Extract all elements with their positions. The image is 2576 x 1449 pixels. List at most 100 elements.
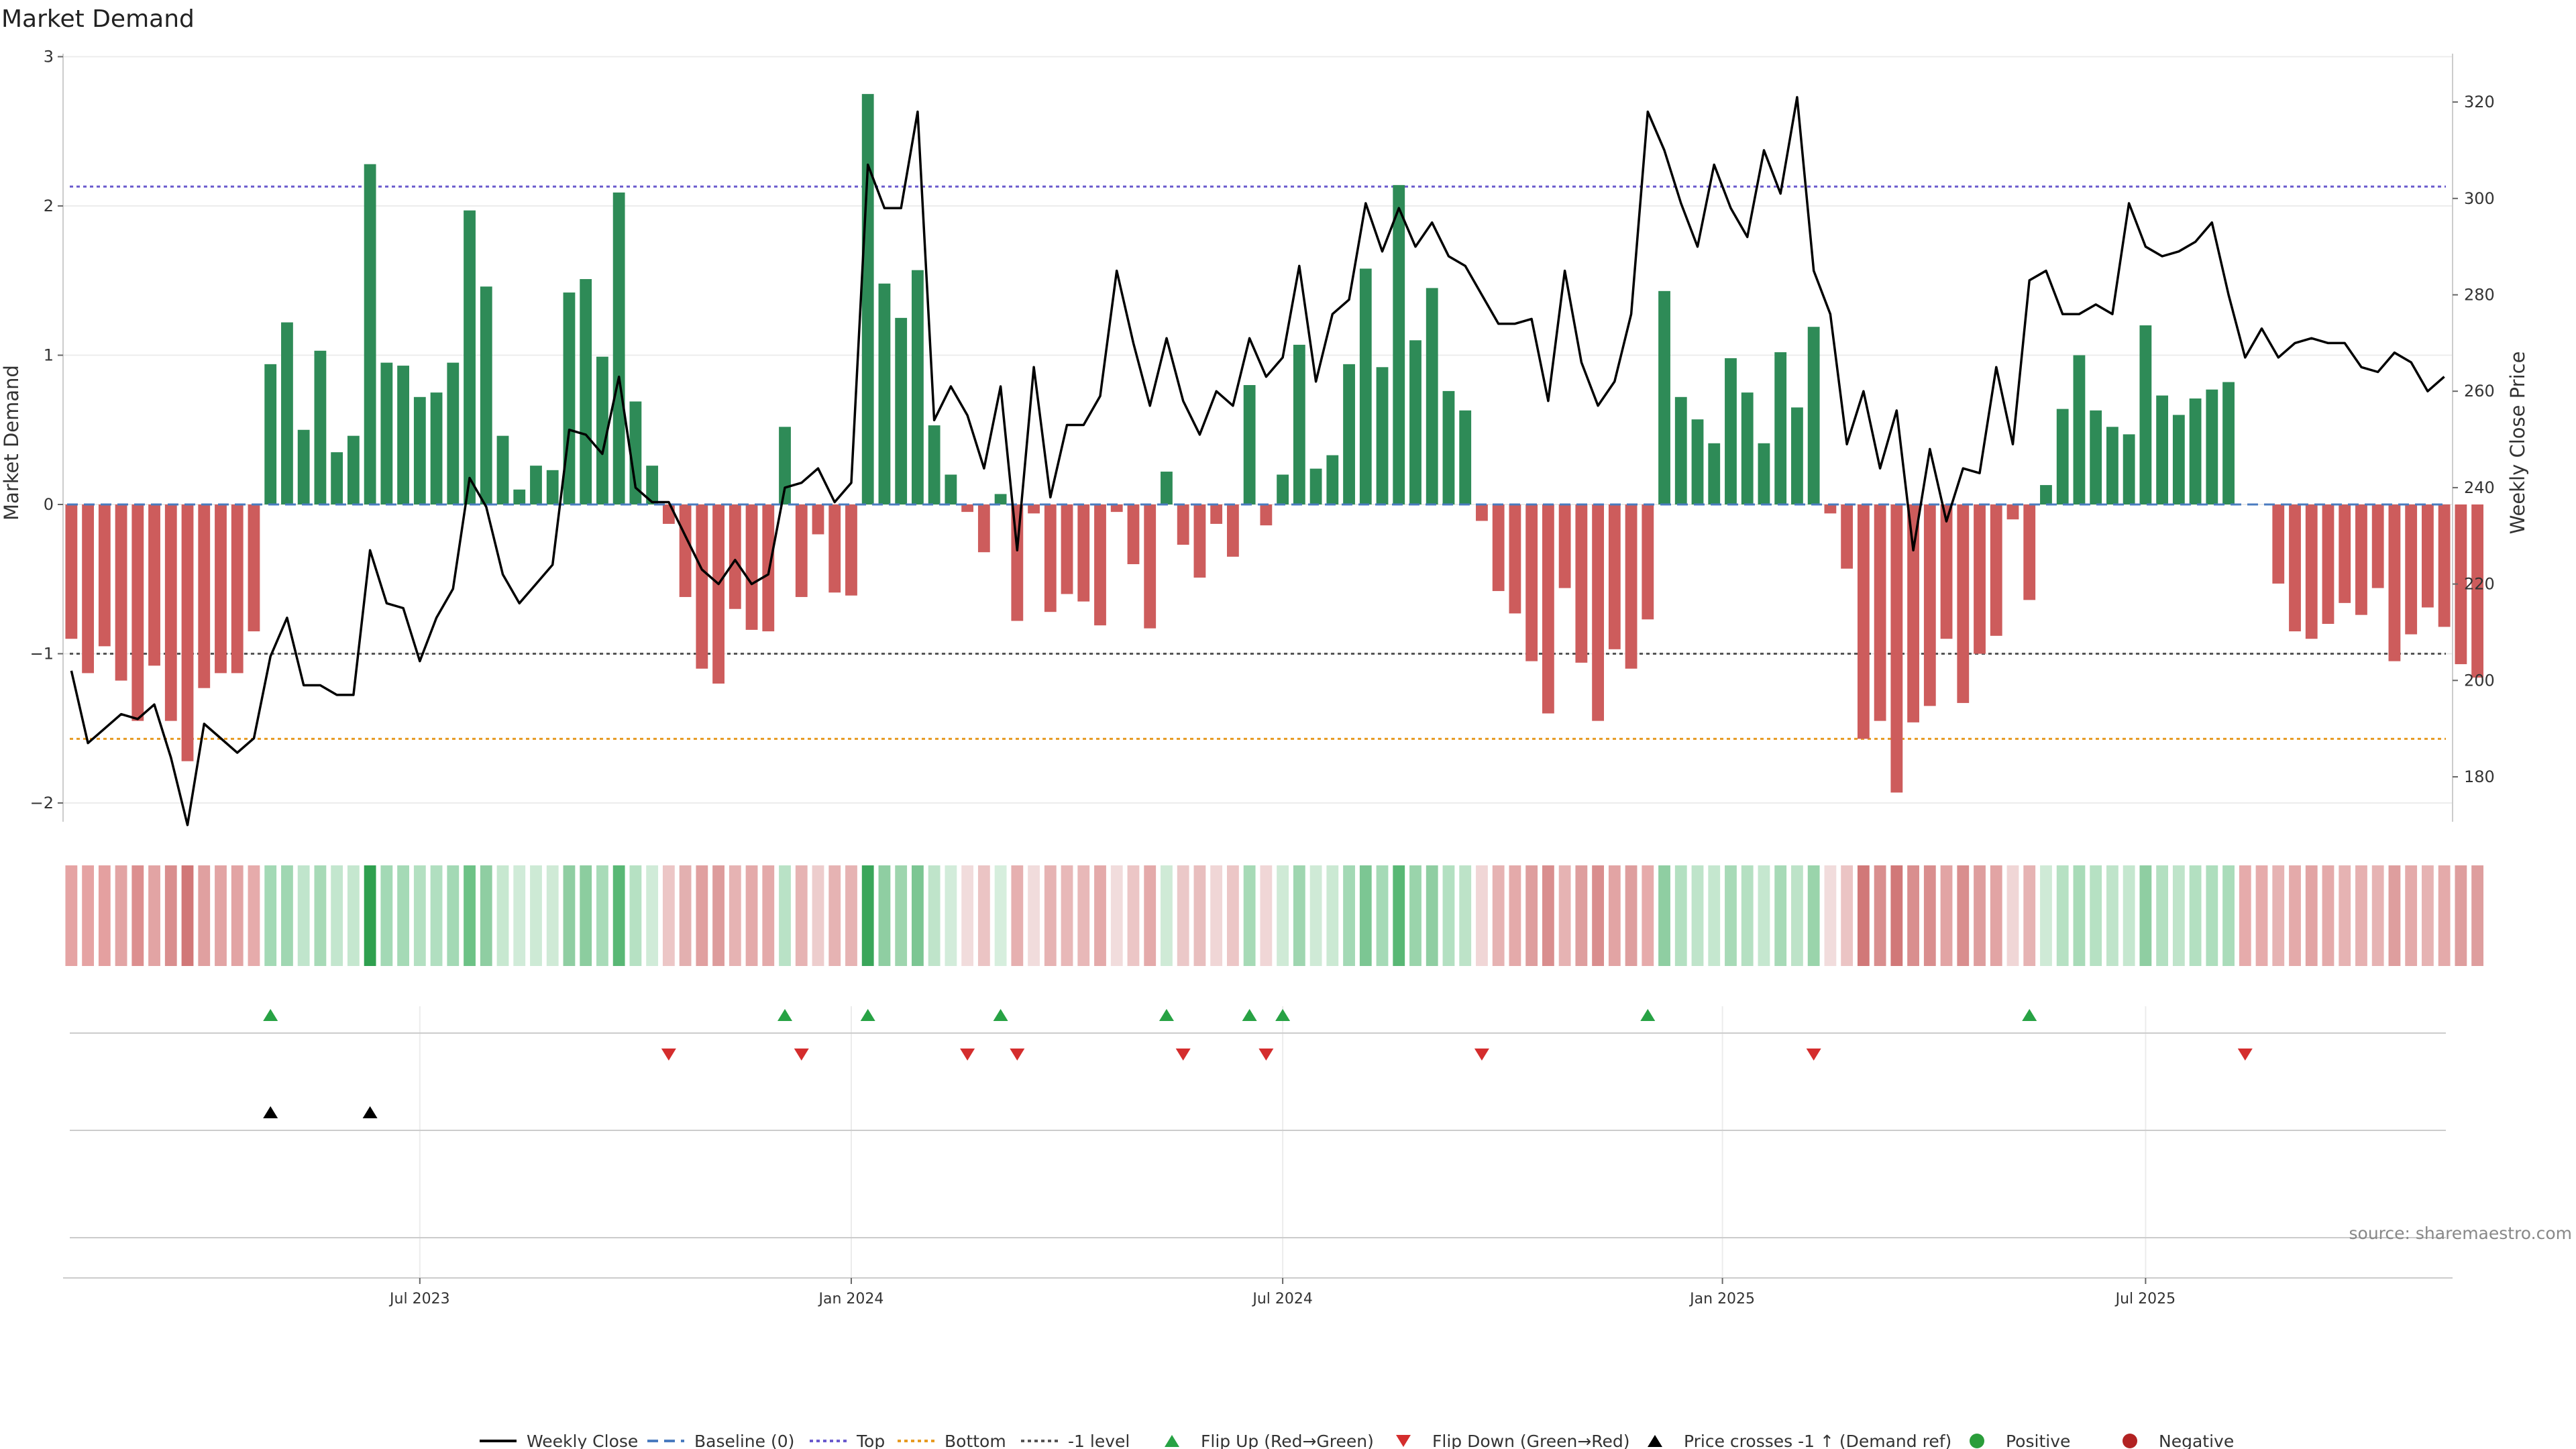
gridlines — [63, 56, 2453, 1278]
heat-cell — [397, 865, 409, 966]
demand-bar-negative — [977, 504, 990, 553]
flip-down-marker — [1474, 1049, 1489, 1061]
left-tick-label: 0 — [44, 495, 54, 514]
heat-cell — [779, 865, 791, 966]
heat-cell — [98, 865, 111, 966]
demand-bar-positive — [380, 362, 393, 504]
demand-bar-positive — [1725, 358, 1737, 504]
legend-symbol-dot — [2123, 1434, 2137, 1448]
heat-cell — [912, 865, 924, 966]
heat-cell — [2405, 865, 2418, 966]
demand-bar-negative — [812, 504, 824, 535]
heat-cell — [447, 865, 460, 966]
demand-bar-negative — [1542, 504, 1554, 714]
heat-cell — [1243, 865, 1256, 966]
demand-bar-negative — [795, 504, 808, 597]
heat-cell — [1028, 865, 1040, 966]
right-tick-label: 240 — [2464, 478, 2495, 497]
demand-bar-negative — [1857, 504, 1870, 739]
heat-cell — [380, 865, 393, 966]
axes: 3 2 1 0 −1 −2 320 300 280 260 240 220 200 180 — [30, 48, 2495, 822]
demand-bar-negative — [1061, 504, 1073, 594]
demand-bar-negative — [1642, 504, 1654, 620]
legend-label: Baseline (0) — [694, 1432, 794, 1449]
heat-cell — [1824, 865, 1837, 966]
demand-bar-negative — [662, 504, 675, 524]
demand-bar-negative — [762, 504, 775, 632]
demand-bar-positive — [779, 427, 791, 504]
heat-cell — [629, 865, 642, 966]
heat-cell — [2006, 865, 2019, 966]
demand-bar-positive — [994, 494, 1007, 504]
heat-cell — [994, 865, 1007, 966]
left-tick-label: 1 — [44, 346, 54, 365]
demand-bar-negative — [1193, 504, 1206, 578]
heat-cell — [314, 865, 327, 966]
flip-down-marker — [661, 1049, 676, 1061]
right-axis-label: Weekly Close Price — [2506, 352, 2529, 535]
demand-bar-negative — [2006, 504, 2019, 520]
right-tick-label: 320 — [2464, 93, 2495, 111]
heat-cell — [1791, 865, 1803, 966]
demand-bar-positive — [364, 164, 376, 504]
demand-bar-positive — [2090, 410, 2102, 504]
demand-bar-positive — [1741, 392, 1754, 504]
date-axis: Jul 2023 Jan 2024 Jul 2024 Jan 2025 Jul 2025 — [63, 1277, 2453, 1307]
heat-cell — [2189, 865, 2202, 966]
left-axis-label: Market Demand — [0, 365, 23, 521]
heat-cell — [1974, 865, 1986, 966]
left-tick-label: −2 — [30, 794, 54, 812]
demand-bar-positive — [2040, 485, 2052, 504]
heat-cell — [1492, 865, 1505, 966]
demand-bar-negative — [1907, 504, 1919, 722]
demand-bar-negative — [1990, 504, 2002, 636]
heat-cell — [1940, 865, 1953, 966]
heat-cell — [1210, 865, 1223, 966]
demand-bar-positive — [2123, 434, 2135, 504]
legend-label: Weekly Close — [527, 1432, 638, 1449]
demand-bar-negative — [1028, 504, 1040, 514]
legend-symbol-triangle — [1165, 1435, 1179, 1447]
heat-cell — [745, 865, 758, 966]
heat-cell — [496, 865, 509, 966]
heat-cell — [1857, 865, 1870, 966]
heat-cell — [2388, 865, 2401, 966]
price-cross-marker — [263, 1106, 278, 1118]
demand-bar-negative — [1509, 504, 1521, 614]
demand-bar-positive — [1658, 290, 1670, 504]
heat-cell — [845, 865, 857, 966]
chart-title: Market Demand — [1, 5, 195, 33]
heat-cell — [679, 865, 692, 966]
demand-bar-positive — [1708, 443, 1721, 504]
demand-bar-positive — [1309, 468, 1322, 504]
demand-bar-positive — [629, 401, 642, 504]
legend-label: Top — [856, 1432, 885, 1449]
heat-cell — [1741, 865, 1754, 966]
heat-cell — [1542, 865, 1554, 966]
demand-bar-negative — [1575, 504, 1588, 663]
flip-up-marker — [1159, 1009, 1174, 1021]
demand-bar-positive — [397, 366, 409, 504]
demand-bar-positive — [2056, 409, 2069, 504]
legend-symbol-triangle — [1648, 1435, 1662, 1447]
heat-cell — [1077, 865, 1090, 966]
flip-up-marker — [777, 1009, 793, 1021]
heat-cell — [2156, 865, 2169, 966]
heat-cell — [1293, 865, 1305, 966]
heat-cell — [2455, 865, 2467, 966]
heat-cell — [1343, 865, 1355, 966]
left-tick-label: 2 — [44, 197, 54, 215]
heat-cell — [2289, 865, 2301, 966]
demand-bar-positive — [513, 489, 526, 504]
flip-up-marker — [1275, 1009, 1291, 1021]
heat-cell — [612, 865, 625, 966]
heat-cell — [1260, 865, 1273, 966]
flip-down-marker — [1010, 1049, 1025, 1061]
heat-cell — [464, 865, 476, 966]
heat-cell — [430, 865, 443, 966]
price-series — [70, 96, 2445, 826]
heat-cell — [1674, 865, 1687, 966]
demand-bar-positive — [546, 470, 559, 504]
demand-bar-positive — [281, 322, 293, 504]
heat-cell — [1144, 865, 1157, 966]
